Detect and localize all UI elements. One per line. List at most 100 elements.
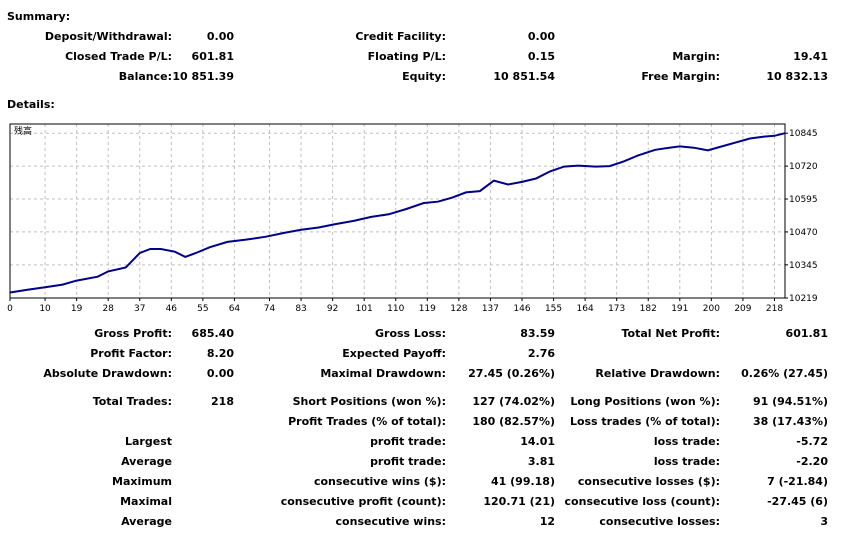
col3-label: Long Positions (won %): <box>570 395 720 408</box>
balance-chart: 残高 0 10 19 28 37 46 55 64 74 83 92 101 110 119 128 137 1… <box>7 123 818 314</box>
x-tick-label: 37 <box>134 304 145 314</box>
x-tick-label: 155 <box>545 304 562 314</box>
credit-label: Credit Facility: <box>355 30 446 43</box>
y-tick-label: 10845 <box>789 129 818 139</box>
col3-label: Relative Drawdown: <box>595 367 720 380</box>
col1-label: Average <box>121 455 172 468</box>
col2-value: 12 <box>539 515 555 528</box>
col3-value: 0.26% (27.45) <box>741 367 828 380</box>
col1-value: 0.00 <box>206 367 234 380</box>
col2-value: 180 (82.57%) <box>472 415 555 428</box>
x-tick-label: 55 <box>197 304 208 314</box>
col2-label: consecutive wins ($): <box>313 475 446 488</box>
col2-label: Profit Trades (% of total): <box>288 415 446 428</box>
balance-value: 10 851.39 <box>172 70 234 83</box>
col3-label: Loss trades (% of total): <box>569 415 720 428</box>
free-margin-value: 10 832.13 <box>766 70 828 83</box>
summary-heading: Summary: <box>7 10 71 23</box>
col2-value: 14.01 <box>520 435 555 448</box>
balance-series-line <box>9 132 786 294</box>
x-tick-label: 83 <box>295 304 306 314</box>
x-tick-label: 164 <box>577 304 594 314</box>
x-tick-label: 19 <box>71 304 83 314</box>
x-tick-label: 173 <box>608 304 625 314</box>
col2-value: 3.81 <box>527 455 555 468</box>
y-tick-label: 10595 <box>789 195 818 205</box>
col2-label: Short Positions (won %): <box>292 395 446 408</box>
x-tick-label: 209 <box>734 304 751 314</box>
col2-value: 127 (74.02%) <box>472 395 555 408</box>
x-tick-label: 64 <box>229 304 241 314</box>
col2-label: profit trade: <box>370 455 446 468</box>
y-tick-label: 10720 <box>789 162 818 172</box>
x-tick-label: 46 <box>166 304 178 314</box>
chart-corner-label: 残高 <box>14 125 32 137</box>
equity-value: 10 851.54 <box>493 70 555 83</box>
x-tick-label: 200 <box>703 304 720 314</box>
col3-label: Total Net Profit: <box>621 327 721 340</box>
x-tick-label: 119 <box>419 304 436 314</box>
col2-value: 27.45 (0.26%) <box>468 367 555 380</box>
col1-label: Profit Factor: <box>90 347 172 360</box>
col3-label: consecutive losses: <box>599 515 720 528</box>
col1-value: 685.40 <box>191 327 234 340</box>
floating-pl-label: Floating P/L: <box>367 50 446 63</box>
col1-label: Maximum <box>112 475 172 488</box>
x-tick-label: 146 <box>513 304 530 314</box>
closed-pl-value: 601.81 <box>191 50 234 63</box>
x-tick-label: 101 <box>356 304 373 314</box>
y-tick-label: 10470 <box>789 228 818 238</box>
col1-label: Gross Profit: <box>94 327 172 340</box>
col3-value: -27.45 (6) <box>767 495 828 508</box>
free-margin-label: Free Margin: <box>641 70 720 83</box>
col1-value: 218 <box>211 395 234 408</box>
closed-pl-label: Closed Trade P/L: <box>65 50 172 63</box>
x-axis-ticks: 0 10 19 28 37 46 55 64 74 83 92 101 110 119 128 137 146 1… <box>7 298 783 314</box>
col2-label: consecutive profit (count): <box>280 495 446 508</box>
col3-value: 91 (94.51%) <box>752 395 828 408</box>
col2-label: profit trade: <box>370 435 446 448</box>
details-heading: Details: <box>7 98 55 111</box>
chart-grid <box>10 124 785 298</box>
col3-value: 3 <box>820 515 828 528</box>
margin-value: 19.41 <box>793 50 828 63</box>
col3-label: consecutive loss (count): <box>564 495 720 508</box>
col1-label: Average <box>121 515 172 528</box>
col2-label: Expected Payoff: <box>342 347 446 360</box>
x-tick-label: 92 <box>327 304 338 314</box>
x-tick-label: 191 <box>671 304 688 314</box>
margin-label: Margin: <box>672 50 720 63</box>
x-tick-label: 218 <box>766 304 783 314</box>
col2-value: 41 (99.18) <box>491 475 555 488</box>
x-tick-label: 110 <box>387 304 404 314</box>
col2-label: Maximal Drawdown: <box>320 367 446 380</box>
col1-label: Largest <box>125 435 172 448</box>
x-tick-label: 137 <box>482 304 499 314</box>
col2-label: consecutive wins: <box>335 515 446 528</box>
col1-label: Absolute Drawdown: <box>43 367 172 380</box>
col3-value: 601.81 <box>785 327 828 340</box>
y-tick-label: 10345 <box>789 261 818 271</box>
x-tick-label: 74 <box>264 304 276 314</box>
x-tick-label: 28 <box>102 304 114 314</box>
col3-value: 38 (17.43%) <box>752 415 828 428</box>
equity-label: Equity: <box>402 70 446 83</box>
x-tick-label: 0 <box>7 304 13 314</box>
col2-value: 83.59 <box>520 327 555 340</box>
col3-label: loss trade: <box>653 435 720 448</box>
col1-value: 8.20 <box>206 347 234 360</box>
col2-value: 2.76 <box>527 347 555 360</box>
chart-frame <box>9 123 786 299</box>
balance-label: Balance: <box>118 70 172 83</box>
y-axis-ticks: 10845 10720 10595 10470 10345 10219 <box>785 129 818 304</box>
col3-value: 7 (-21.84) <box>767 475 828 488</box>
col3-value: -5.72 <box>796 435 828 448</box>
col3-label: loss trade: <box>653 455 720 468</box>
col2-value: 120.71 (21) <box>483 495 555 508</box>
deposit-label: Deposit/Withdrawal: <box>44 30 172 43</box>
x-tick-label: 182 <box>640 304 657 314</box>
floating-pl-value: 0.15 <box>527 50 555 63</box>
col3-label: consecutive losses ($): <box>577 475 720 488</box>
col1-label: Maximal <box>120 495 172 508</box>
deposit-value: 0.00 <box>206 30 234 43</box>
